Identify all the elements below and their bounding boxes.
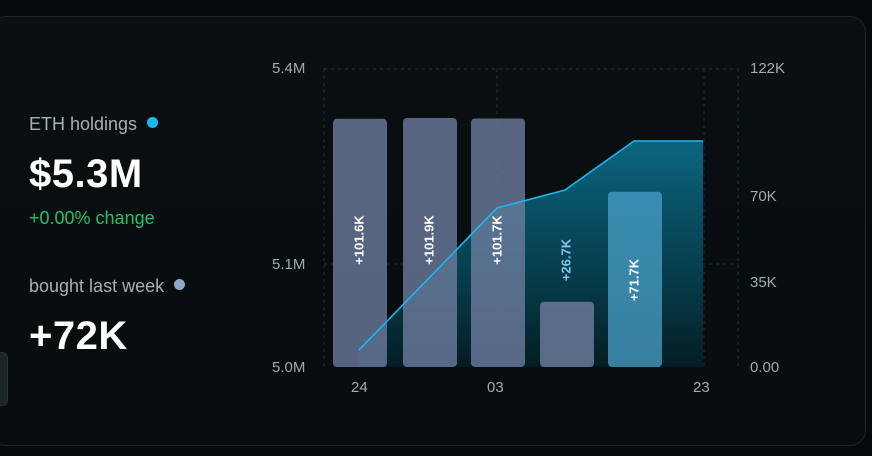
bar-data-label: +71.7K xyxy=(626,258,641,301)
bar xyxy=(471,118,525,368)
bought-label-text: bought last week xyxy=(29,276,165,296)
holdings-line xyxy=(358,140,703,351)
x-tick: 23 xyxy=(693,379,710,396)
y-left-tick: 5.1M xyxy=(272,256,306,273)
bar xyxy=(540,301,594,367)
x-tick: 03 xyxy=(487,379,504,396)
y-left-tick: 5.4M xyxy=(272,60,306,77)
y-right-tick: 122K xyxy=(750,60,786,77)
bar xyxy=(403,118,457,367)
bar-series: +101.6K +101.9K +101.7K +26.7K +71.7K xyxy=(333,118,662,368)
x-tick: 24 xyxy=(351,379,368,396)
y-right-tick: 35K xyxy=(750,274,777,291)
drag-handle[interactable] xyxy=(0,352,8,406)
bar xyxy=(608,191,662,367)
bought-dot-icon xyxy=(174,279,186,290)
bought-last-week-label: bought last week xyxy=(29,276,186,297)
bar-data-label: +101.7K xyxy=(489,215,504,265)
eth-holdings-value: $5.3M xyxy=(29,152,143,196)
bar xyxy=(333,118,387,368)
y-right-tick: 70K xyxy=(750,188,777,205)
bar-data-label: +101.6K xyxy=(351,215,366,265)
bought-value: +72K xyxy=(29,314,128,358)
holdings-dot-icon xyxy=(147,117,159,128)
eth-holdings-label: ETH holdings xyxy=(29,114,159,135)
line-layer xyxy=(358,140,703,351)
holdings-change: +0.00% change xyxy=(29,208,155,228)
y-left-tick: 5.0M xyxy=(272,359,306,376)
bar-data-label: +101.9K xyxy=(421,215,436,265)
eth-holdings-label-text: ETH holdings xyxy=(29,114,138,134)
y-right-tick: 0.00 xyxy=(750,359,780,376)
bar-data-label: +26.7K xyxy=(558,238,573,281)
